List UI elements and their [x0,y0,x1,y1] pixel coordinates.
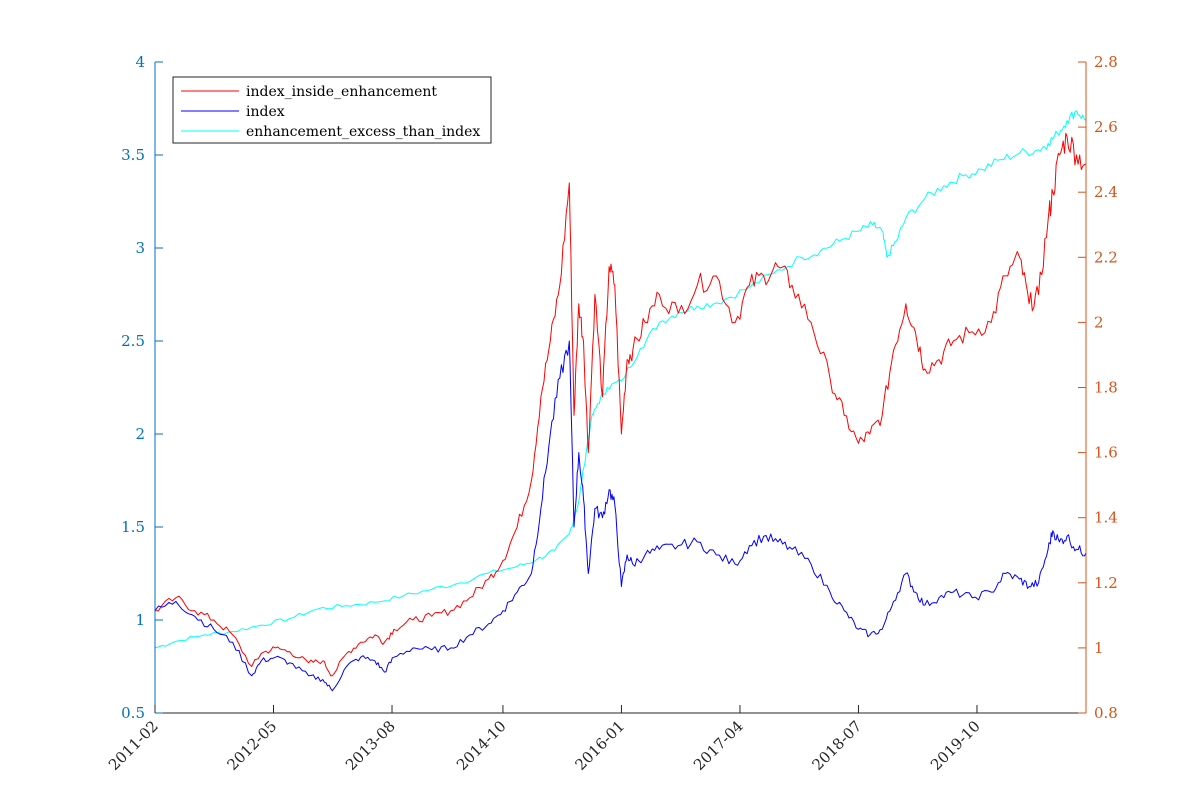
y-right-tick-label: 2.6 [1094,118,1118,136]
y-left-tick-label: 4 [135,53,145,71]
legend-label-3: enhancement_excess_than_index [246,124,480,140]
y-right-tick-label: 1.6 [1094,444,1118,462]
y-left-tick-label: 0.5 [121,704,145,722]
series-layer [154,110,1087,692]
y-left-tick-label: 3.5 [121,146,145,164]
series-line-2 [154,340,1087,692]
y-left-tick-label: 3 [135,239,145,257]
series-line-1 [155,132,1087,677]
y-right-tick-label: 1.2 [1094,574,1118,592]
y-left-tick-label: 2.5 [121,332,145,350]
legend-box [172,76,492,144]
y-right-tick-label: 2.2 [1094,248,1118,266]
y-left-tick-label: 1 [135,611,145,629]
y-right-tick-label: 2.8 [1094,53,1118,71]
y-right-tick-label: 2.4 [1094,183,1118,201]
y-right-tick-label: 1.4 [1094,509,1118,527]
legend-label-2: index [246,104,285,120]
y-right-tick-label: 2 [1094,313,1104,331]
y-left-tick-label: 1.5 [121,518,145,536]
y-left-tick-label: 2 [135,425,145,443]
legend-label-1: index_inside_enhancement [246,84,437,100]
y-right-tick-label: 1 [1094,639,1104,657]
y-right-tick-label: 0.8 [1094,704,1118,722]
y-right-tick-label: 1.8 [1094,379,1118,397]
